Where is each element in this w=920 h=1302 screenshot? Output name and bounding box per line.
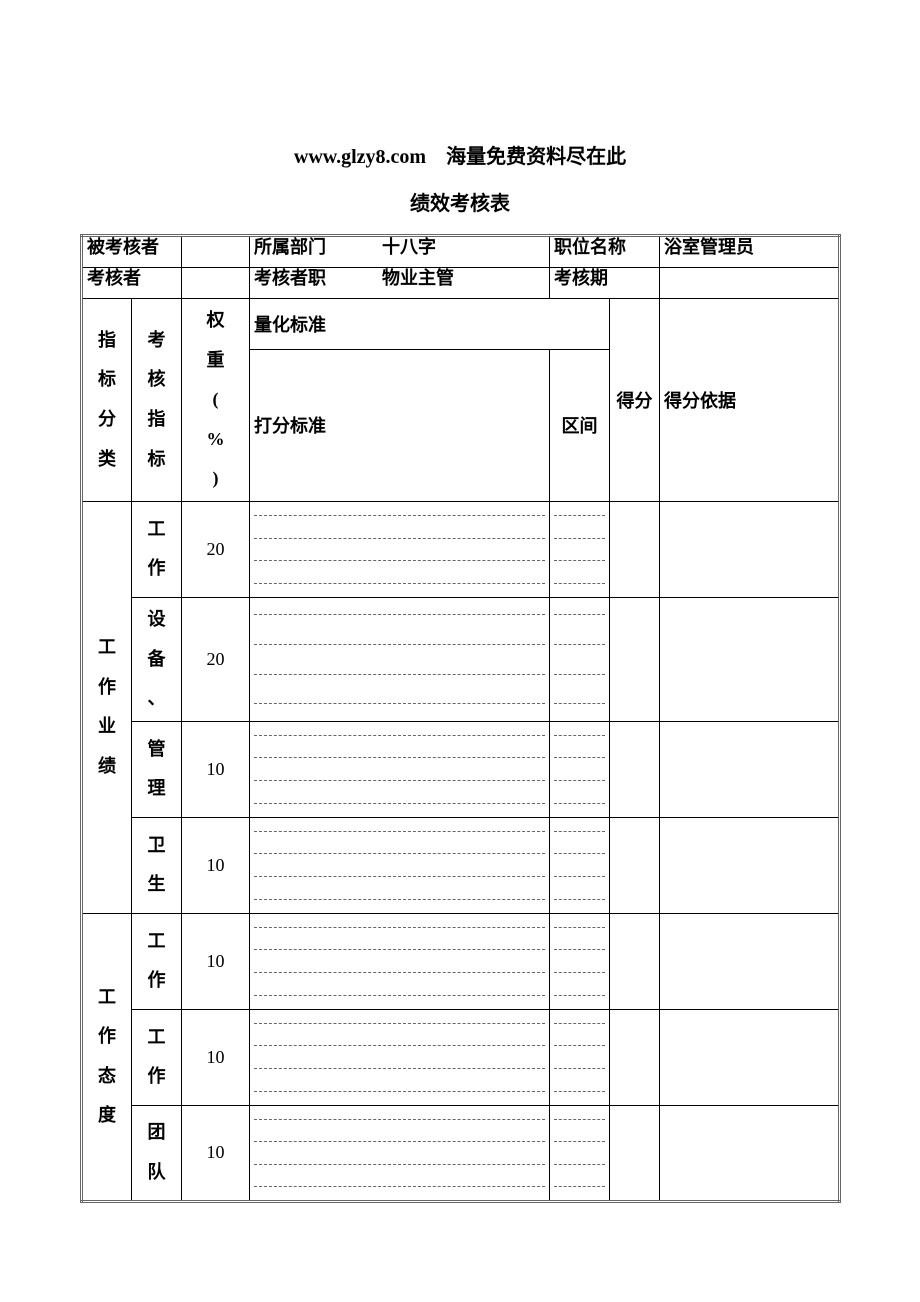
data-row: 工作态度工作10 <box>82 913 840 1009</box>
interval-cell <box>550 721 610 817</box>
score-cell <box>610 817 660 913</box>
col-score-std: 打分标准 <box>250 349 550 501</box>
label-position: 职位名称 <box>554 236 626 260</box>
value-position: 浴室管理员 <box>664 236 754 260</box>
col-basis: 得分依据 <box>660 299 840 502</box>
col-score: 得分 <box>610 299 660 502</box>
weight-cell: 10 <box>182 817 250 913</box>
label-assessor-pos: 考核者职 <box>254 268 364 291</box>
data-row: 工作10 <box>82 1009 840 1105</box>
assessment-table: 被考核者 所属部门 十八字 职位名称 浴室管理员 考核者 考核者职 物业主管 考… <box>80 234 841 1203</box>
basis-cell <box>660 501 840 597</box>
value-dept: 十八字 <box>382 236 436 260</box>
info-row-1: 被考核者 所属部门 十八字 职位名称 浴室管理员 <box>82 236 840 268</box>
value-assessor-pos: 物业主管 <box>382 268 454 291</box>
weight-cell: 20 <box>182 501 250 597</box>
data-row: 工作业绩工作20 <box>82 501 840 597</box>
score-std-cell <box>250 597 550 721</box>
score-cell <box>610 1105 660 1201</box>
basis-cell <box>660 913 840 1009</box>
indicator-cell: 设备、 <box>132 597 182 721</box>
indicator-cell: 团队 <box>132 1105 182 1201</box>
category-cell: 工作态度 <box>82 913 132 1201</box>
interval-cell <box>550 1009 610 1105</box>
weight-cell: 10 <box>182 1105 250 1201</box>
score-std-cell <box>250 1009 550 1105</box>
label-dept: 所属部门 <box>254 236 364 260</box>
header-row-1: 指标分类 考核指标 权重(%) 量化标准 得分 得分依据 <box>82 299 840 350</box>
indicator-cell: 卫生 <box>132 817 182 913</box>
score-std-cell <box>250 1105 550 1201</box>
basis-cell <box>660 1009 840 1105</box>
indicator-cell: 管理 <box>132 721 182 817</box>
site-url: www.glzy8.com <box>294 146 426 168</box>
indicator-cell: 工作 <box>132 1009 182 1105</box>
label-assessee: 被考核者 <box>87 236 159 260</box>
score-cell <box>610 501 660 597</box>
page-title: 绩效考核表 <box>80 187 840 216</box>
score-std-cell <box>250 817 550 913</box>
interval-cell <box>550 597 610 721</box>
col-quant-std: 量化标准 <box>250 299 610 350</box>
interval-cell <box>550 501 610 597</box>
interval-cell <box>550 1105 610 1201</box>
score-cell <box>610 1009 660 1105</box>
score-std-cell <box>250 721 550 817</box>
basis-cell <box>660 1105 840 1201</box>
score-cell <box>610 721 660 817</box>
interval-cell <box>550 913 610 1009</box>
score-std-cell <box>250 913 550 1009</box>
data-row: 管理10 <box>82 721 840 817</box>
basis-cell <box>660 721 840 817</box>
col-category: 指标分类 <box>82 299 132 502</box>
basis-cell <box>660 817 840 913</box>
weight-cell: 20 <box>182 597 250 721</box>
score-cell <box>610 913 660 1009</box>
data-row: 卫生10 <box>82 817 840 913</box>
score-std-cell <box>250 501 550 597</box>
label-assessor: 考核者 <box>87 268 141 291</box>
col-indicator: 考核指标 <box>132 299 182 502</box>
interval-cell <box>550 817 610 913</box>
label-period: 考核期 <box>554 268 608 291</box>
weight-cell: 10 <box>182 721 250 817</box>
category-cell: 工作业绩 <box>82 501 132 913</box>
indicator-cell: 工作 <box>132 913 182 1009</box>
page-header: www.glzy8.com 海量免费资料尽在此 <box>80 140 840 169</box>
site-slogan: 海量免费资料尽在此 <box>446 146 626 168</box>
data-row: 团队10 <box>82 1105 840 1201</box>
col-weight: 权重(%) <box>182 299 250 502</box>
score-cell <box>610 597 660 721</box>
basis-cell <box>660 597 840 721</box>
weight-cell: 10 <box>182 913 250 1009</box>
info-row-2: 考核者 考核者职 物业主管 考核期 <box>82 268 840 299</box>
col-interval: 区间 <box>550 349 610 501</box>
weight-cell: 10 <box>182 1009 250 1105</box>
indicator-cell: 工作 <box>132 501 182 597</box>
data-row: 设备、20 <box>82 597 840 721</box>
